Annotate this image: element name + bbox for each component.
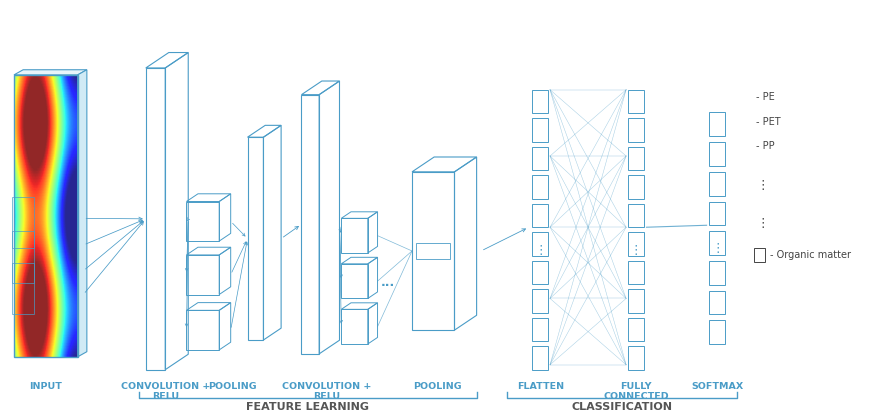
Bar	[628, 347, 644, 370]
Text: CONVOLUTION +
RELU: CONVOLUTION + RELU	[120, 381, 210, 401]
Text: SOFTMAX: SOFTMAX	[691, 381, 743, 391]
Text: - PET: - PET	[756, 117, 781, 127]
Bar	[628, 90, 644, 113]
Text: ⋮: ⋮	[756, 217, 768, 230]
Bar	[628, 118, 644, 142]
Bar	[12, 231, 35, 283]
Text: ⋮: ⋮	[756, 179, 768, 192]
Bar	[532, 147, 548, 170]
Bar	[628, 261, 644, 284]
Text: - PE: - PE	[756, 92, 775, 102]
Bar	[532, 347, 548, 370]
Bar	[710, 112, 725, 136]
Text: INPUT: INPUT	[29, 381, 62, 391]
Text: ⋮: ⋮	[534, 244, 547, 256]
Text: CLASSIFICATION: CLASSIFICATION	[571, 402, 672, 413]
Text: ⋮: ⋮	[630, 244, 642, 256]
Polygon shape	[78, 70, 87, 357]
Bar	[14, 75, 78, 357]
Bar	[532, 176, 548, 199]
Text: CONVOLUTION +
RELU: CONVOLUTION + RELU	[282, 381, 371, 401]
Bar	[532, 232, 548, 256]
Text: POOLING: POOLING	[414, 381, 462, 391]
Bar	[754, 248, 765, 262]
Bar	[532, 261, 548, 284]
Bar	[416, 243, 450, 259]
Text: POOLING: POOLING	[208, 381, 257, 391]
Bar	[710, 261, 725, 285]
Polygon shape	[14, 70, 87, 75]
Bar	[532, 318, 548, 341]
Bar	[710, 290, 725, 314]
Bar	[710, 231, 725, 255]
Text: FLATTEN: FLATTEN	[517, 381, 563, 391]
Bar	[628, 204, 644, 227]
Bar	[710, 142, 725, 166]
Text: FEATURE LEARNING: FEATURE LEARNING	[246, 402, 369, 413]
Text: FULLY
CONNECTED: FULLY CONNECTED	[603, 381, 669, 401]
Bar	[628, 176, 644, 199]
Bar	[532, 118, 548, 142]
Text: ...: ...	[381, 276, 395, 289]
Bar	[532, 90, 548, 113]
Bar	[12, 197, 35, 248]
Bar	[532, 289, 548, 313]
Text: - Organic matter: - Organic matter	[770, 250, 851, 260]
Bar	[628, 318, 644, 341]
Bar	[628, 289, 644, 313]
Bar	[710, 320, 725, 344]
Text: - PP: - PP	[756, 141, 774, 151]
Bar	[710, 202, 725, 225]
Text: ⋮: ⋮	[711, 242, 724, 256]
Bar	[710, 172, 725, 195]
Bar	[12, 263, 35, 314]
Bar	[628, 232, 644, 256]
Bar	[532, 204, 548, 227]
Bar	[628, 147, 644, 170]
